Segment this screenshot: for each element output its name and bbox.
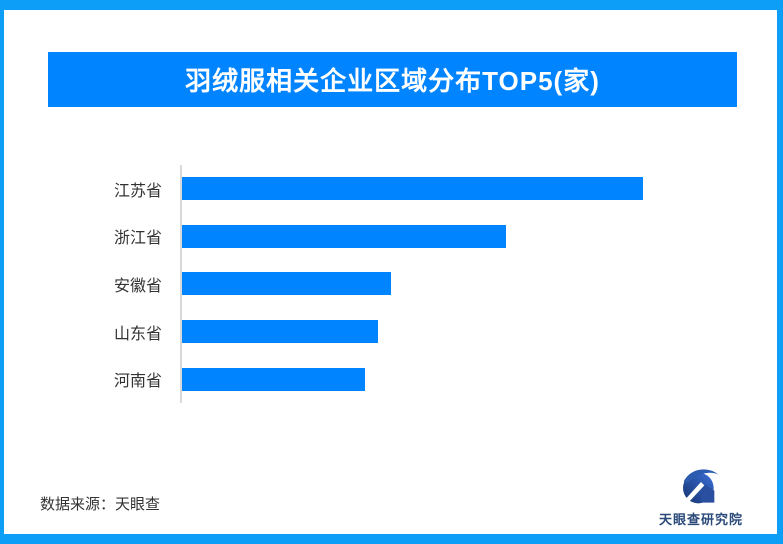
- bar-row: 安徽省: [4, 260, 740, 308]
- bar-track: [180, 355, 740, 403]
- bar-track: [180, 165, 740, 213]
- tianyancha-logo-icon: [682, 469, 719, 504]
- bar: [182, 272, 391, 296]
- bar: [182, 224, 506, 248]
- bar-label: 山东省: [113, 325, 162, 343]
- bar-label: 安徽省: [113, 277, 162, 295]
- bar: [182, 177, 643, 201]
- page-title-banner: 羽绒服相关企业区域分布TOP5(家): [48, 52, 737, 107]
- tianyancha-logo-text: 天眼查研究院: [658, 512, 743, 527]
- bar-row: 河南省: [4, 355, 740, 403]
- tianyancha-logo: 天眼查研究院: [659, 467, 743, 528]
- bar-label: 江苏省: [113, 182, 162, 200]
- page-title: 羽绒服相关企业区域分布TOP5(家): [185, 66, 600, 96]
- bar-row: 江苏省: [4, 165, 740, 213]
- bar-row: 浙江省: [4, 212, 740, 261]
- bar-label: 河南省: [113, 373, 162, 391]
- bar: [182, 320, 379, 344]
- bar-track: [180, 212, 740, 261]
- bar-chart: 江苏省浙江省安徽省山东省河南省: [4, 165, 740, 403]
- bar-track: [180, 307, 740, 356]
- data-source-label: 数据来源：天眼查: [40, 496, 161, 513]
- bar-label: 浙江省: [113, 230, 162, 248]
- bar-row: 山东省: [4, 307, 740, 356]
- bar: [182, 367, 366, 391]
- bar-track: [180, 260, 740, 308]
